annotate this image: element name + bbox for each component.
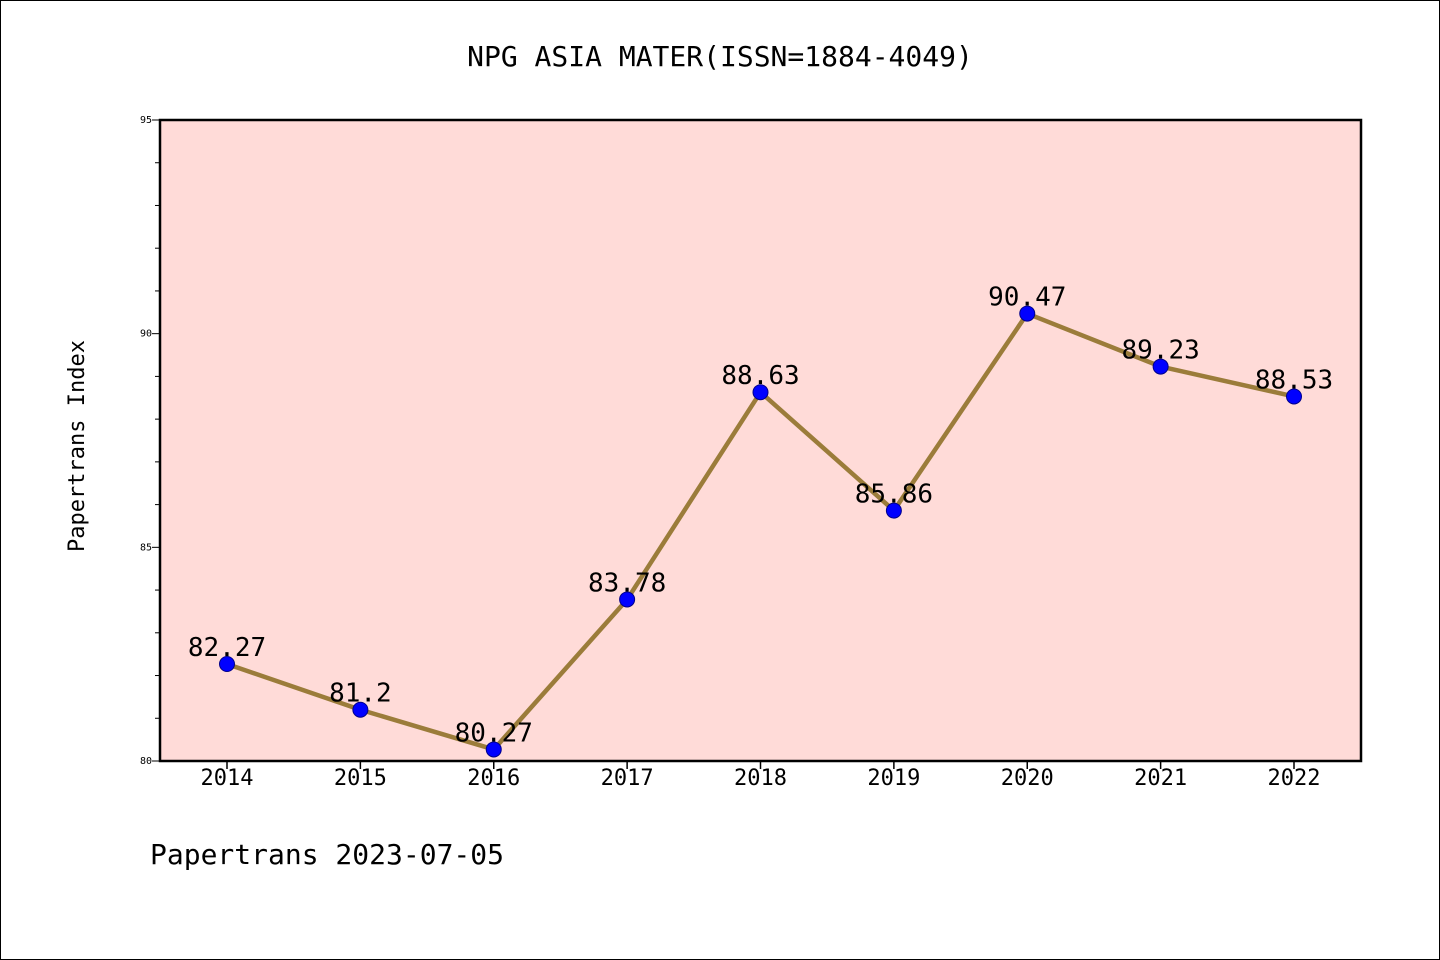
data-label: 81.2 bbox=[329, 679, 392, 709]
data-point bbox=[752, 384, 769, 401]
x-tick-label: 2020 bbox=[1001, 766, 1054, 791]
y-tick-label: 95 bbox=[140, 115, 152, 126]
footer-text: Papertrans 2023-07-05 bbox=[150, 838, 504, 871]
data-labels: 82.27 81.2 80.27 83.78 88.63 85.86 90.47 89.23 8… bbox=[188, 283, 1333, 749]
x-tick-label: 2018 bbox=[734, 766, 787, 791]
y-tick-label: 90 bbox=[140, 329, 152, 340]
data-point bbox=[352, 701, 369, 718]
data-label: 90.47 bbox=[988, 283, 1066, 313]
data-point bbox=[1019, 305, 1036, 322]
data-point bbox=[485, 741, 502, 758]
x-tick-label: 2021 bbox=[1134, 766, 1187, 791]
data-point bbox=[885, 502, 902, 519]
y-tick-label: 85 bbox=[140, 542, 152, 553]
data-label: 85.86 bbox=[855, 480, 933, 510]
data-label: 89.23 bbox=[1121, 336, 1199, 366]
data-label: 83.78 bbox=[588, 568, 666, 598]
x-axis: 2014 2015 2016 2017 2018 2019 2020 2021 2022 bbox=[201, 761, 1321, 791]
data-label: 88.63 bbox=[721, 361, 799, 391]
data-point bbox=[1286, 388, 1302, 405]
x-tick-label: 2014 bbox=[201, 766, 254, 791]
data-point bbox=[219, 655, 235, 672]
y-axis: 80 85 90 95 bbox=[140, 115, 160, 767]
data-point bbox=[1152, 358, 1169, 375]
data-label: 82.27 bbox=[188, 633, 266, 663]
plot-area bbox=[158, 118, 1363, 763]
y-axis-label: Papertrans Index bbox=[65, 340, 90, 552]
y-tick-label: 80 bbox=[140, 756, 152, 767]
x-tick-label: 2022 bbox=[1268, 766, 1321, 791]
data-label: 80.27 bbox=[455, 718, 533, 748]
x-tick-label: 2015 bbox=[334, 766, 387, 791]
x-tick-label: 2019 bbox=[867, 766, 920, 791]
series-markers bbox=[219, 305, 1302, 758]
data-label: 88.53 bbox=[1255, 365, 1333, 395]
x-tick-label: 2016 bbox=[467, 766, 520, 791]
x-tick-label: 2017 bbox=[601, 766, 654, 791]
data-point bbox=[619, 591, 636, 608]
chart-title: NPG ASIA MATER(ISSN=1884-4049) bbox=[467, 40, 973, 73]
